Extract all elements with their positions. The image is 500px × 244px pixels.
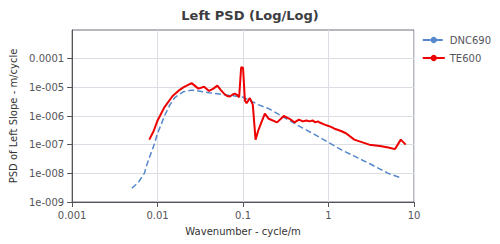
svg-text:1e-005: 1e-005 bbox=[29, 82, 64, 93]
svg-text:1e-007: 1e-007 bbox=[29, 139, 64, 150]
svg-text:10: 10 bbox=[408, 210, 421, 221]
svg-text:0.1: 0.1 bbox=[235, 210, 251, 221]
svg-text:1e-006: 1e-006 bbox=[29, 111, 64, 122]
svg-text:0.01: 0.01 bbox=[146, 210, 168, 221]
svg-text:1: 1 bbox=[325, 210, 331, 221]
svg-text:1e-009: 1e-009 bbox=[29, 197, 64, 208]
svg-text:TE600: TE600 bbox=[449, 53, 482, 64]
svg-text:Wavenumber - cycle/m: Wavenumber - cycle/m bbox=[185, 226, 300, 237]
svg-text:PSD of Left Slope - m/cycle: PSD of Left Slope - m/cycle bbox=[8, 49, 19, 184]
svg-text:0.001: 0.001 bbox=[58, 210, 87, 221]
svg-text:Left PSD (Log/Log): Left PSD (Log/Log) bbox=[181, 8, 318, 23]
svg-text:DNC690: DNC690 bbox=[450, 35, 491, 46]
svg-text:1e-008: 1e-008 bbox=[29, 168, 64, 179]
svg-text:0.0001: 0.0001 bbox=[29, 53, 64, 64]
